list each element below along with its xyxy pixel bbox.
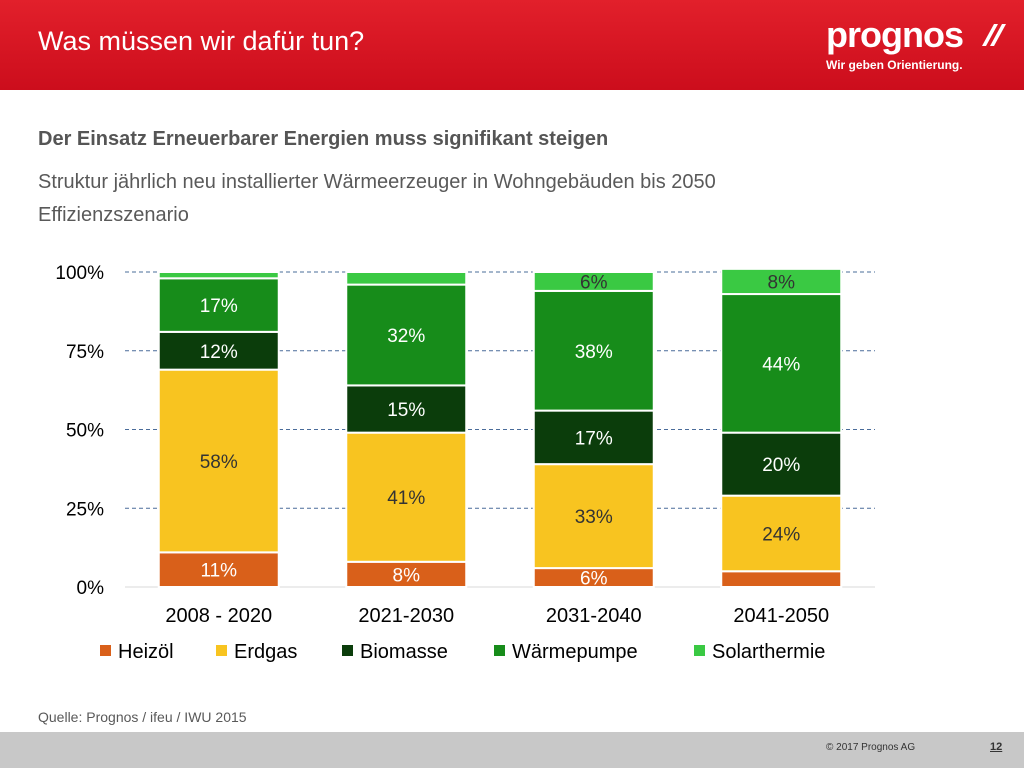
stacked-bar-chart: 0% 25% 50% 75% 100% 11% 58% 12% 17% 8% 41% 15% 32% 6… xyxy=(55,263,875,663)
bar-segment xyxy=(720,431,843,497)
legend-swatch xyxy=(494,645,505,656)
header-bar: Was müssen wir dafür tun? prognos Wir ge… xyxy=(0,0,1024,90)
data-label: 41% xyxy=(387,488,425,509)
bars: 11% 58% 12% 17% 8% 41% 15% 32% 6% 33% 17% 38% 6% 24% 2… xyxy=(157,267,843,590)
legend-swatch xyxy=(342,645,353,656)
y-tick-label: 0% xyxy=(77,578,105,599)
data-label: 32% xyxy=(387,326,425,347)
legend: Heizöl Erdgas Biomasse Wärmepumpe Solartherm… xyxy=(100,641,825,663)
y-axis-labels: 0% 25% 50% 75% 100% xyxy=(55,263,104,599)
legend-swatch xyxy=(100,645,111,656)
data-label: 11% xyxy=(200,561,237,582)
bar-segment xyxy=(720,494,843,573)
x-tick-label: 2008 - 2020 xyxy=(165,605,272,627)
legend-label: Heizöl xyxy=(118,641,174,663)
slide-subtitle: Der Einsatz Erneuerbarer Energien muss s… xyxy=(38,128,609,150)
y-tick-label: 25% xyxy=(66,499,104,520)
legend-label: Erdgas xyxy=(234,641,297,663)
data-label: 24% xyxy=(762,524,800,545)
bar-segment xyxy=(345,384,468,434)
data-label: 58% xyxy=(200,452,238,473)
bar-segment xyxy=(532,463,655,570)
scenario-label: Effizienzszenario xyxy=(38,204,189,226)
logo-text: prognos xyxy=(826,14,964,55)
legend-swatch xyxy=(694,645,705,656)
data-label: 33% xyxy=(575,507,613,528)
legend-label: Wärmepumpe xyxy=(512,641,638,663)
bar-segment xyxy=(345,431,468,563)
x-tick-label: 2021-2030 xyxy=(358,605,454,627)
bar-segment xyxy=(157,368,280,554)
bar-segment xyxy=(345,560,468,588)
x-axis-labels: 2008 - 2020 2021-2030 2031-2040 2041-2050 xyxy=(165,605,829,627)
data-label: 8% xyxy=(393,565,421,586)
bar-segment xyxy=(720,267,843,296)
y-tick-label: 50% xyxy=(66,421,104,442)
chart-description: Struktur jährlich neu installierter Wärm… xyxy=(38,171,716,193)
data-label: 6% xyxy=(580,569,608,590)
bar-segment xyxy=(532,271,655,292)
page-number: 12 xyxy=(990,741,1003,753)
data-label: 20% xyxy=(762,455,800,476)
prognos-logo: prognos Wir geben Orientierung. xyxy=(826,14,1012,76)
source-note: Quelle: Prognos / ifeu / IWU 2015 xyxy=(38,709,247,725)
bar-segment xyxy=(720,570,843,588)
y-tick-label: 75% xyxy=(66,342,104,363)
bar-segment xyxy=(157,551,280,589)
data-label: 38% xyxy=(575,342,613,363)
bar-segment xyxy=(532,409,655,466)
bar-segment xyxy=(345,271,468,286)
data-label: 44% xyxy=(762,354,800,375)
footer-bar: © 2017 Prognos AG 12 xyxy=(0,732,1024,768)
data-label: 6% xyxy=(580,272,608,293)
data-label: 12% xyxy=(200,342,238,363)
legend-label: Solarthermie xyxy=(712,641,825,663)
bar-segment xyxy=(157,277,280,333)
bar-segment xyxy=(157,271,280,280)
copyright: © 2017 Prognos AG xyxy=(826,742,916,753)
legend-swatch xyxy=(216,645,227,656)
logo-stripes-icon xyxy=(982,24,1006,46)
legend-label: Biomasse xyxy=(360,641,448,663)
data-label: 17% xyxy=(575,428,613,449)
x-tick-label: 2041-2050 xyxy=(733,605,829,627)
data-label: 17% xyxy=(200,296,238,317)
slide-title: Was müssen wir dafür tun? xyxy=(38,26,365,56)
bar-segment xyxy=(532,289,655,412)
y-tick-label: 100% xyxy=(55,263,104,284)
logo-tagline: Wir geben Orientierung. xyxy=(826,58,963,72)
data-label: 8% xyxy=(768,272,796,293)
bar-segment xyxy=(345,283,468,387)
data-label: 15% xyxy=(387,400,425,421)
x-tick-label: 2031-2040 xyxy=(546,605,642,627)
